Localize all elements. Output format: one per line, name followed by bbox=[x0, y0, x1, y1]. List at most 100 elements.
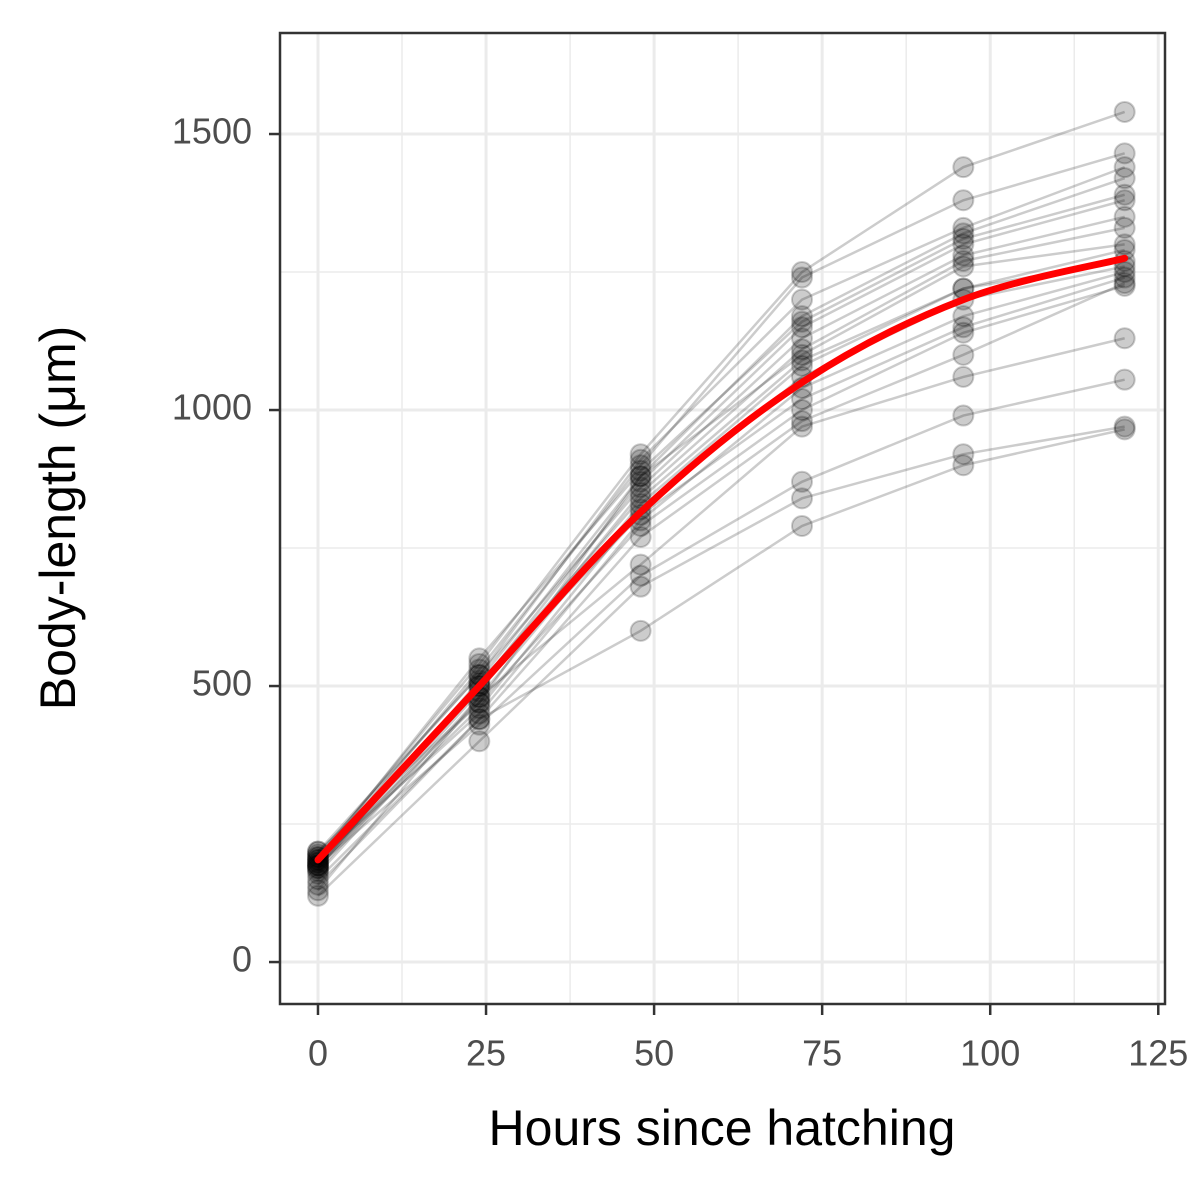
data-point bbox=[790, 470, 813, 493]
data-point bbox=[952, 156, 975, 179]
data-point bbox=[952, 454, 975, 477]
data-point bbox=[790, 343, 813, 366]
y-tick-label: 500 bbox=[192, 663, 252, 704]
data-point bbox=[1113, 189, 1136, 212]
data-point bbox=[1113, 142, 1136, 165]
data-point bbox=[468, 702, 491, 725]
data-point bbox=[790, 410, 813, 433]
data-point bbox=[790, 316, 813, 339]
data-point bbox=[952, 233, 975, 256]
x-tick-label: 0 bbox=[308, 1033, 328, 1074]
data-point bbox=[790, 305, 813, 328]
fit-curve bbox=[314, 254, 1129, 864]
data-point bbox=[1113, 156, 1136, 179]
individual-line bbox=[317, 215, 1125, 856]
data-point bbox=[1113, 183, 1136, 206]
individual-line bbox=[317, 337, 1125, 892]
x-axis-title: Hours since hatching bbox=[489, 1100, 956, 1156]
data-point bbox=[468, 708, 491, 731]
data-point bbox=[306, 862, 329, 885]
data-point bbox=[629, 465, 652, 488]
individual-line bbox=[317, 259, 1125, 875]
individual-line bbox=[317, 193, 1126, 861]
individual-line bbox=[317, 152, 1126, 864]
data-point bbox=[952, 316, 975, 339]
individual-line bbox=[317, 226, 1125, 872]
data-point bbox=[790, 349, 813, 372]
fit-line bbox=[314, 254, 1129, 864]
data-point bbox=[790, 327, 813, 350]
data-point bbox=[790, 514, 813, 537]
data-point bbox=[790, 288, 813, 311]
x-tick-label: 100 bbox=[960, 1033, 1020, 1074]
individual-line bbox=[317, 281, 1126, 881]
data-point bbox=[952, 216, 975, 239]
data-point bbox=[952, 244, 975, 267]
data-point bbox=[1113, 368, 1136, 391]
individual-line bbox=[317, 248, 1125, 859]
data-point bbox=[1113, 418, 1136, 441]
x-tick-label: 125 bbox=[1128, 1033, 1188, 1074]
data-point bbox=[952, 305, 975, 328]
data-point bbox=[952, 189, 975, 212]
data-point bbox=[629, 525, 652, 548]
data-point bbox=[1113, 415, 1136, 438]
data-point bbox=[629, 443, 652, 466]
data-point bbox=[1113, 216, 1136, 239]
data-point bbox=[790, 387, 813, 410]
data-point bbox=[468, 691, 491, 714]
axes: 0 25 50 75 100 125 0 500 1000 1500 bbox=[172, 111, 1188, 1074]
data-point bbox=[1113, 233, 1136, 256]
x-tick-label: 75 bbox=[802, 1033, 842, 1074]
data-point bbox=[629, 553, 652, 576]
plot-border bbox=[278, 31, 1167, 1006]
y-axis-title: Body-length (μm) bbox=[30, 326, 86, 711]
individual-line bbox=[317, 425, 1125, 897]
data-point bbox=[952, 222, 975, 245]
data-point bbox=[1113, 272, 1136, 295]
individual-line bbox=[317, 165, 1126, 853]
data-point bbox=[629, 619, 652, 642]
data-point bbox=[1113, 327, 1136, 350]
y-tick-label: 1500 bbox=[172, 111, 252, 152]
x-tick-label: 50 bbox=[634, 1033, 674, 1074]
data-point bbox=[1113, 205, 1136, 228]
x-tick-label: 25 bbox=[466, 1033, 506, 1074]
data-point bbox=[468, 658, 491, 681]
data-point bbox=[790, 399, 813, 422]
data-point bbox=[468, 647, 491, 670]
data-point bbox=[952, 343, 975, 366]
individual-line bbox=[317, 284, 1126, 853]
data-point bbox=[952, 255, 975, 278]
data-point bbox=[629, 481, 652, 504]
data-point bbox=[952, 249, 975, 272]
grid bbox=[280, 33, 1165, 1004]
data-point bbox=[468, 713, 491, 736]
data-point bbox=[790, 487, 813, 510]
data-point bbox=[468, 697, 491, 720]
individual-line bbox=[317, 199, 1126, 867]
y-tick-label: 0 bbox=[232, 939, 252, 980]
data-point bbox=[1113, 261, 1136, 284]
data-point bbox=[306, 873, 329, 896]
data-point bbox=[629, 454, 652, 477]
data-point bbox=[1113, 100, 1136, 123]
data-point bbox=[468, 730, 491, 753]
data-point bbox=[306, 879, 329, 902]
individual-line bbox=[317, 428, 1125, 886]
data-point bbox=[790, 266, 813, 289]
individual-line bbox=[317, 243, 1125, 864]
data-point bbox=[790, 261, 813, 284]
data-point bbox=[790, 338, 813, 361]
y-tick-label: 1000 bbox=[172, 387, 252, 428]
data-point bbox=[629, 564, 652, 587]
data-point bbox=[629, 448, 652, 471]
data-point bbox=[629, 470, 652, 493]
data-point bbox=[1113, 274, 1136, 297]
data-point bbox=[468, 708, 491, 731]
data-point bbox=[629, 476, 652, 499]
individual-lines bbox=[317, 110, 1126, 897]
data-point bbox=[1113, 266, 1136, 289]
data-point bbox=[790, 415, 813, 438]
